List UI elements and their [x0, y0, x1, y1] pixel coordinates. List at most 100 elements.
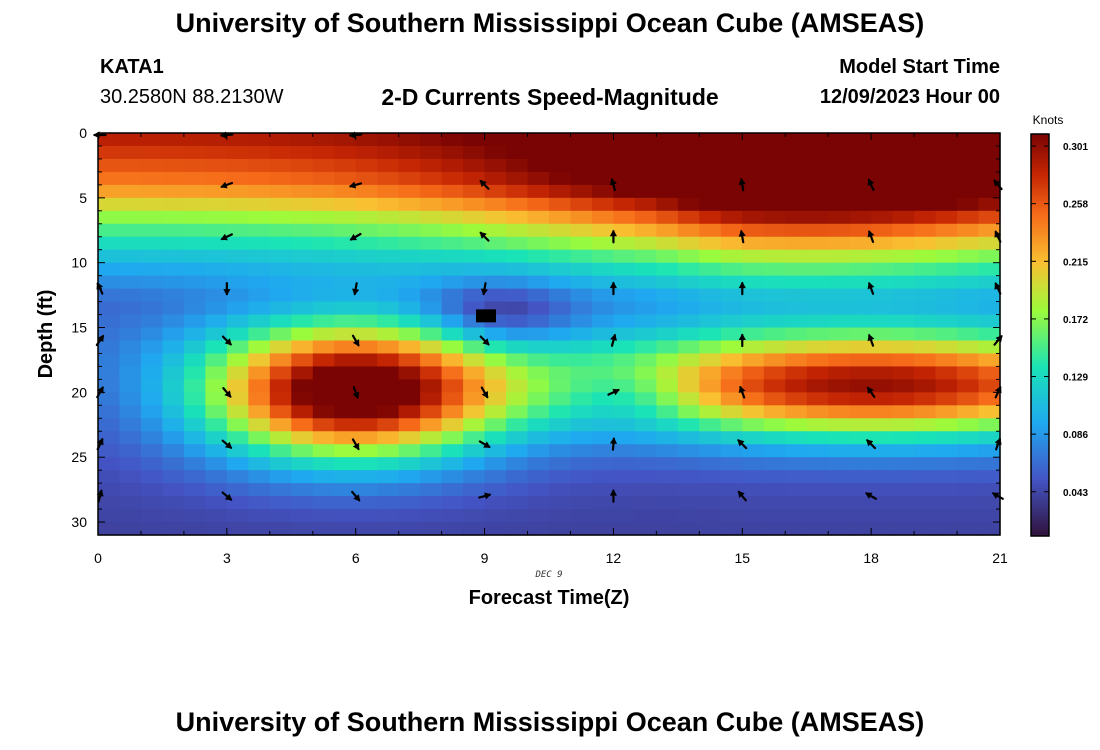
heatmap-cell — [591, 197, 615, 212]
heatmap-cell — [420, 353, 443, 368]
heatmap-cell — [119, 444, 142, 458]
heatmap-cell — [570, 340, 593, 355]
heatmap-cell — [484, 470, 507, 484]
heatmap-cell — [506, 418, 529, 432]
current-vector — [738, 385, 746, 399]
heatmap-cell — [162, 210, 185, 225]
heatmap-cell — [806, 262, 829, 277]
heatmap-cell — [613, 133, 636, 147]
heatmap-cell — [914, 366, 937, 380]
heatmap-cell — [828, 301, 851, 316]
heatmap-cell — [463, 171, 486, 186]
heatmap-cell — [312, 392, 335, 406]
heatmap-cell — [334, 392, 357, 406]
heatmap-cell — [119, 327, 142, 342]
heatmap-cell — [119, 522, 142, 536]
heatmap-cell — [205, 444, 228, 458]
current-vector — [738, 281, 746, 296]
heatmap-cell — [377, 483, 400, 497]
heatmap-cell — [398, 223, 421, 238]
heatmap-cell — [763, 392, 786, 406]
heatmap-cell — [98, 457, 121, 471]
heatmap-cell — [463, 444, 486, 458]
heatmap-cell — [527, 236, 550, 251]
heatmap-cell — [914, 210, 937, 225]
heatmap-cell — [978, 327, 1001, 342]
heatmap-cell — [140, 457, 164, 471]
heatmap-cell — [506, 379, 529, 393]
colorbar — [1030, 133, 1050, 537]
heatmap-cell — [226, 444, 249, 458]
heatmap-cell — [226, 340, 249, 355]
heatmap-cell — [398, 158, 421, 173]
heatmap-cell — [162, 522, 185, 536]
heatmap-cell — [527, 301, 550, 316]
heatmap-cell — [677, 431, 700, 445]
heatmap-cell — [291, 145, 314, 160]
heatmap-cell — [98, 145, 121, 160]
heatmap-cell — [871, 522, 894, 536]
current-vector — [609, 437, 618, 451]
heatmap-cell — [763, 457, 786, 471]
heatmap-cell — [205, 457, 228, 471]
heatmap-cell — [549, 210, 572, 225]
heatmap-cell — [849, 457, 872, 471]
heatmap-cell — [226, 483, 249, 497]
heatmap-cell — [720, 275, 743, 290]
heatmap-cell — [248, 133, 271, 147]
heatmap-cell — [291, 392, 314, 406]
heatmap-cell — [484, 431, 507, 445]
heatmap-cell — [226, 522, 249, 536]
heatmap-cell — [806, 509, 829, 523]
heatmap-cell — [634, 340, 657, 355]
heatmap-cell — [549, 314, 572, 329]
heatmap-cell — [312, 133, 335, 147]
heatmap-cell — [613, 405, 636, 419]
heatmap-cell — [119, 340, 142, 355]
heatmap-cell — [849, 210, 872, 225]
heatmap-cell — [355, 509, 378, 523]
heatmap-cell — [334, 171, 357, 186]
heatmap-cell — [828, 145, 851, 160]
heatmap-cell — [677, 340, 700, 355]
heatmap-cell — [162, 457, 185, 471]
heatmap-cell — [634, 392, 657, 406]
heatmap-cell — [355, 249, 378, 264]
heatmap-cell — [140, 275, 164, 290]
heatmap-cell — [226, 249, 249, 264]
heatmap-cell — [98, 444, 121, 458]
heatmap-cell — [871, 444, 894, 458]
heatmap-cell — [720, 431, 743, 445]
heatmap-cell — [420, 509, 443, 523]
heatmap-cell — [269, 223, 292, 238]
heatmap-cell — [484, 133, 507, 147]
colorbar-tick-label: 0.172 — [1063, 315, 1088, 326]
heatmap-cell — [613, 483, 636, 497]
current-vector — [609, 281, 617, 296]
heatmap-cell — [613, 249, 636, 264]
heatmap-cell — [828, 158, 851, 173]
heatmap-cell — [849, 470, 872, 484]
heatmap-cell — [162, 509, 185, 523]
heatmap-cell — [849, 184, 872, 199]
heatmap-cell — [699, 133, 722, 147]
heatmap-cell — [269, 470, 292, 484]
heatmap-cell — [806, 353, 829, 368]
heatmap-cell — [248, 418, 271, 432]
heatmap-cell — [957, 509, 980, 523]
heatmap-cell — [720, 262, 743, 277]
heatmap-cell — [677, 288, 700, 303]
heatmap-cell — [978, 236, 1001, 251]
heatmap-cell — [935, 379, 958, 393]
heatmap-cell — [677, 133, 700, 147]
heatmap-cell — [527, 145, 550, 160]
heatmap-cell — [183, 496, 206, 510]
heatmap-cell — [720, 366, 743, 380]
heatmap-cell — [248, 314, 271, 329]
heatmap-cell — [763, 405, 786, 419]
heatmap-cell — [441, 184, 464, 199]
colorbar-tick-label: 0.043 — [1063, 488, 1088, 499]
heatmap-cell — [656, 405, 679, 419]
heatmap-cell — [828, 483, 851, 497]
heatmap-cell — [162, 405, 185, 419]
